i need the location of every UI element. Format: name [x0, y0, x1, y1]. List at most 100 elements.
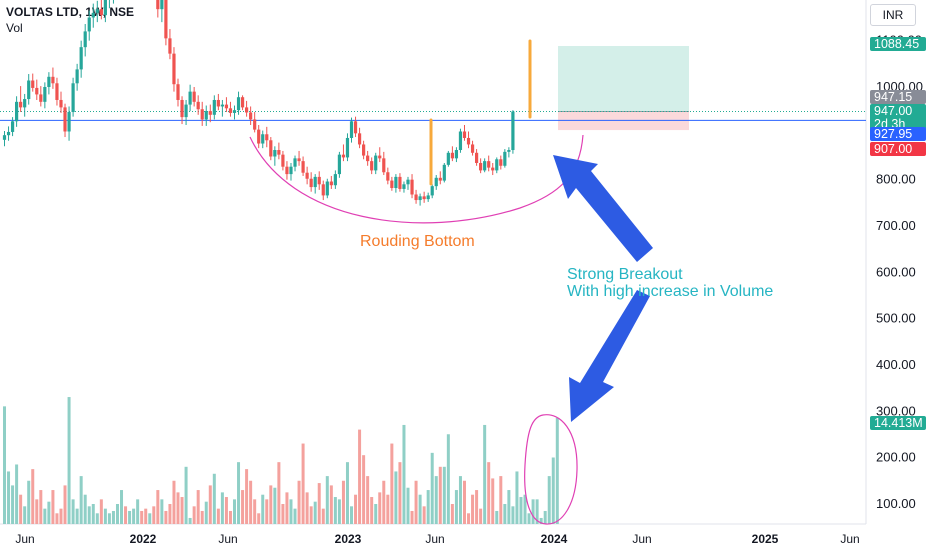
price-tick-label: 600.00 — [876, 264, 916, 279]
volume-bar — [232, 499, 236, 524]
candle-body — [99, 9, 103, 16]
candle-body — [176, 84, 180, 100]
candle-body — [236, 97, 241, 111]
candle-body — [503, 151, 507, 166]
price-tag-label: 947.00 — [874, 104, 912, 118]
price-tick-label: 400.00 — [876, 357, 916, 372]
candle-body — [51, 76, 55, 84]
price-tag-bg — [870, 142, 926, 156]
long-position-target-zone[interactable] — [558, 46, 689, 112]
rounding-bottom-arc[interactable] — [249, 134, 584, 224]
candle-body — [483, 161, 487, 171]
volume-bar — [345, 462, 349, 524]
volume-arrow-icon[interactable] — [569, 290, 650, 422]
candle-body — [23, 99, 27, 108]
rounding-bottom-label: Rouding Bottom — [360, 233, 475, 250]
time-tick-label: 2022 — [130, 532, 157, 546]
volume-bar — [3, 406, 6, 524]
volume-bar — [289, 499, 293, 524]
candle-body — [220, 104, 224, 107]
volume-bar — [91, 504, 95, 524]
price-tag-label: 1088.45 — [874, 37, 919, 51]
volume-bar — [297, 480, 301, 524]
volume-bar — [305, 492, 309, 524]
volume-bar — [261, 494, 265, 524]
candle-body — [402, 184, 406, 189]
volume-highlight-ellipse[interactable] — [524, 414, 578, 525]
time-tick-label: Jun — [632, 532, 651, 546]
volume-bar — [83, 494, 87, 524]
volume-bar — [168, 504, 172, 524]
volume-bar — [394, 471, 398, 524]
price-tag: 927.95 — [870, 127, 926, 141]
candle-body — [273, 150, 277, 157]
candle-body — [156, 0, 160, 10]
candle-body — [341, 154, 346, 158]
volume-bar — [35, 499, 39, 524]
volume-bar — [273, 487, 277, 524]
candle-body — [285, 166, 289, 175]
volume-bar — [192, 506, 196, 524]
candle-body — [410, 179, 414, 195]
volume-bar — [63, 485, 67, 524]
candle-body — [462, 131, 467, 138]
volume-bar — [51, 490, 55, 524]
candle-body — [188, 91, 192, 105]
volume-bar — [224, 497, 228, 524]
volume-bar — [188, 517, 192, 524]
candle-body — [438, 177, 442, 181]
volume-bar — [422, 506, 426, 524]
volume-bar — [216, 508, 220, 524]
volume-bar — [15, 464, 19, 524]
candle-body — [454, 150, 459, 159]
candle-body — [91, 12, 95, 18]
volume-bar — [200, 510, 204, 524]
volume-bar — [172, 480, 176, 524]
symbol-title[interactable]: VOLTAS LTD, 1W, NSE — [6, 5, 135, 19]
price-tag: 947.15 — [870, 90, 926, 104]
volume-bar — [23, 506, 27, 524]
candle-body — [75, 69, 79, 84]
candle-body — [357, 133, 362, 145]
time-tick-label: 2025 — [752, 532, 779, 546]
volume-bar — [418, 494, 422, 524]
volume-bar — [430, 452, 434, 524]
candle-body — [470, 144, 475, 153]
candle-body — [63, 107, 67, 132]
volume-bar — [329, 485, 333, 524]
volume-bar — [241, 490, 245, 524]
price-tag-label: 14.413M — [874, 416, 923, 430]
candle-body — [59, 99, 63, 108]
candle-body — [491, 167, 495, 171]
volume-bar — [378, 492, 382, 524]
price-tag-label: 947.15 — [874, 90, 912, 104]
time-tick-label: 2023 — [335, 532, 362, 546]
breakout-arrow-icon[interactable] — [553, 155, 653, 262]
candle-body — [79, 47, 83, 70]
volume-bar — [75, 508, 79, 524]
candle-body — [374, 155, 378, 171]
volume-bar — [27, 480, 31, 524]
currency-selector[interactable]: INR — [870, 4, 916, 26]
volume-bar — [156, 490, 160, 524]
volume-bar — [382, 480, 386, 524]
candle-body — [10, 121, 15, 132]
volume-bar — [519, 497, 523, 524]
candle-body — [289, 166, 293, 175]
price-tag-bg — [870, 37, 926, 51]
volume-bar — [487, 462, 491, 524]
price-tick-label: 800.00 — [876, 172, 916, 187]
candle-body — [382, 158, 386, 173]
candle-body — [160, 0, 164, 10]
price-tick-label: 500.00 — [876, 311, 916, 326]
candle-body — [370, 161, 374, 171]
volume-bar — [148, 513, 152, 524]
candle-body — [184, 104, 188, 118]
volume-label: Vol — [6, 21, 23, 35]
volume-bar — [458, 476, 462, 524]
candle-body — [245, 107, 249, 113]
volume-bar — [212, 473, 216, 524]
volume-bar — [107, 513, 111, 524]
volume-bar — [164, 510, 168, 524]
